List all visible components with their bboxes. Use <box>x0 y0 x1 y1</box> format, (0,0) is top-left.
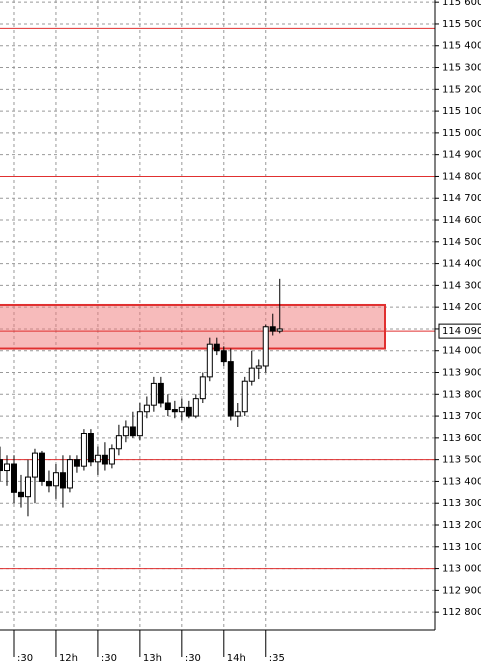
y-tick-label: 115 100 <box>442 106 481 117</box>
candle-body <box>17 491 24 498</box>
candle-body <box>52 472 59 487</box>
candle-body <box>59 472 66 489</box>
x-tick-label: 12h <box>59 653 78 663</box>
candle-body <box>10 463 17 493</box>
candle-body <box>108 448 115 465</box>
candle-body <box>269 326 276 332</box>
candle-body <box>157 382 164 404</box>
candle-body <box>0 459 3 472</box>
candle-body <box>73 459 80 467</box>
y-tick-label: 113 600 <box>442 433 481 444</box>
candle-body <box>255 365 262 369</box>
candle-body <box>45 480 52 487</box>
y-tick-label: 114 200 <box>442 302 481 313</box>
candle-body <box>192 398 199 417</box>
candle-body <box>150 382 157 406</box>
candle-body <box>24 476 31 498</box>
candle-body <box>213 343 220 352</box>
y-tick-label: 113 700 <box>442 411 481 422</box>
candle-body <box>227 361 234 417</box>
candle-body <box>164 402 171 411</box>
price-box <box>438 323 481 339</box>
candle-body <box>185 406 192 417</box>
y-tick-label: 113 300 <box>442 498 481 509</box>
candle-body <box>3 463 10 472</box>
y-tick-label: 113 100 <box>442 542 481 553</box>
candle-body <box>178 406 185 413</box>
x-tick-label: 14h <box>227 653 246 663</box>
candle-body <box>87 433 94 463</box>
y-tick-label: 114 600 <box>442 215 481 226</box>
y-tick-label: 113 500 <box>442 455 481 466</box>
y-tick-label: 115 500 <box>442 19 481 30</box>
y-tick-label: 114 800 <box>442 171 481 182</box>
y-tick-label: 112 900 <box>442 585 481 596</box>
candle-body <box>122 426 129 437</box>
candle-body <box>66 459 73 489</box>
candle-body <box>248 367 255 382</box>
y-tick-label: 115 000 <box>442 128 481 139</box>
y-tick-label: 115 300 <box>442 63 481 74</box>
candle-body <box>101 454 108 465</box>
candle-body <box>129 426 136 437</box>
y-tick-label: 113 400 <box>442 476 481 487</box>
y-tick-label: 113 200 <box>442 520 481 531</box>
y-tick-label: 115 600 <box>442 0 481 8</box>
candle-body <box>262 326 269 367</box>
x-tick-label: :35 <box>269 653 285 663</box>
y-tick-label: 113 800 <box>442 389 481 400</box>
candle-body <box>31 452 38 478</box>
y-tick-label: 113 000 <box>442 564 481 575</box>
candle-body <box>241 380 248 413</box>
y-tick-label: 114 700 <box>442 193 481 204</box>
candle-body <box>234 411 241 417</box>
candle-body <box>276 328 283 332</box>
x-tick-label: :30 <box>185 653 201 663</box>
y-tick-label: 112 800 <box>442 607 481 618</box>
price-label: 114 090 <box>442 326 481 337</box>
candle-body <box>143 404 150 413</box>
candle-body <box>136 411 143 437</box>
y-tick-label: 114 300 <box>442 280 481 291</box>
candle-body <box>115 435 122 450</box>
y-tick-label: 113 900 <box>442 368 481 379</box>
y-tick-label: 114 400 <box>442 259 481 270</box>
y-tick-label: 114 000 <box>442 346 481 357</box>
candle-body <box>220 350 227 363</box>
candle-body <box>199 376 206 400</box>
x-tick-label: :30 <box>17 653 33 663</box>
x-tick-label: :30 <box>101 653 117 663</box>
candle-body <box>206 343 213 378</box>
candle-body <box>171 409 178 413</box>
y-tick-label: 115 200 <box>442 84 481 95</box>
candle-body <box>94 454 101 463</box>
y-tick-label: 115 400 <box>442 41 481 52</box>
y-tick-label: 114 500 <box>442 237 481 248</box>
y-tick-label: 114 900 <box>442 150 481 161</box>
x-tick-label: 13h <box>143 653 162 663</box>
zone <box>0 303 386 350</box>
candle-body <box>80 433 87 467</box>
candle-body <box>38 452 45 482</box>
